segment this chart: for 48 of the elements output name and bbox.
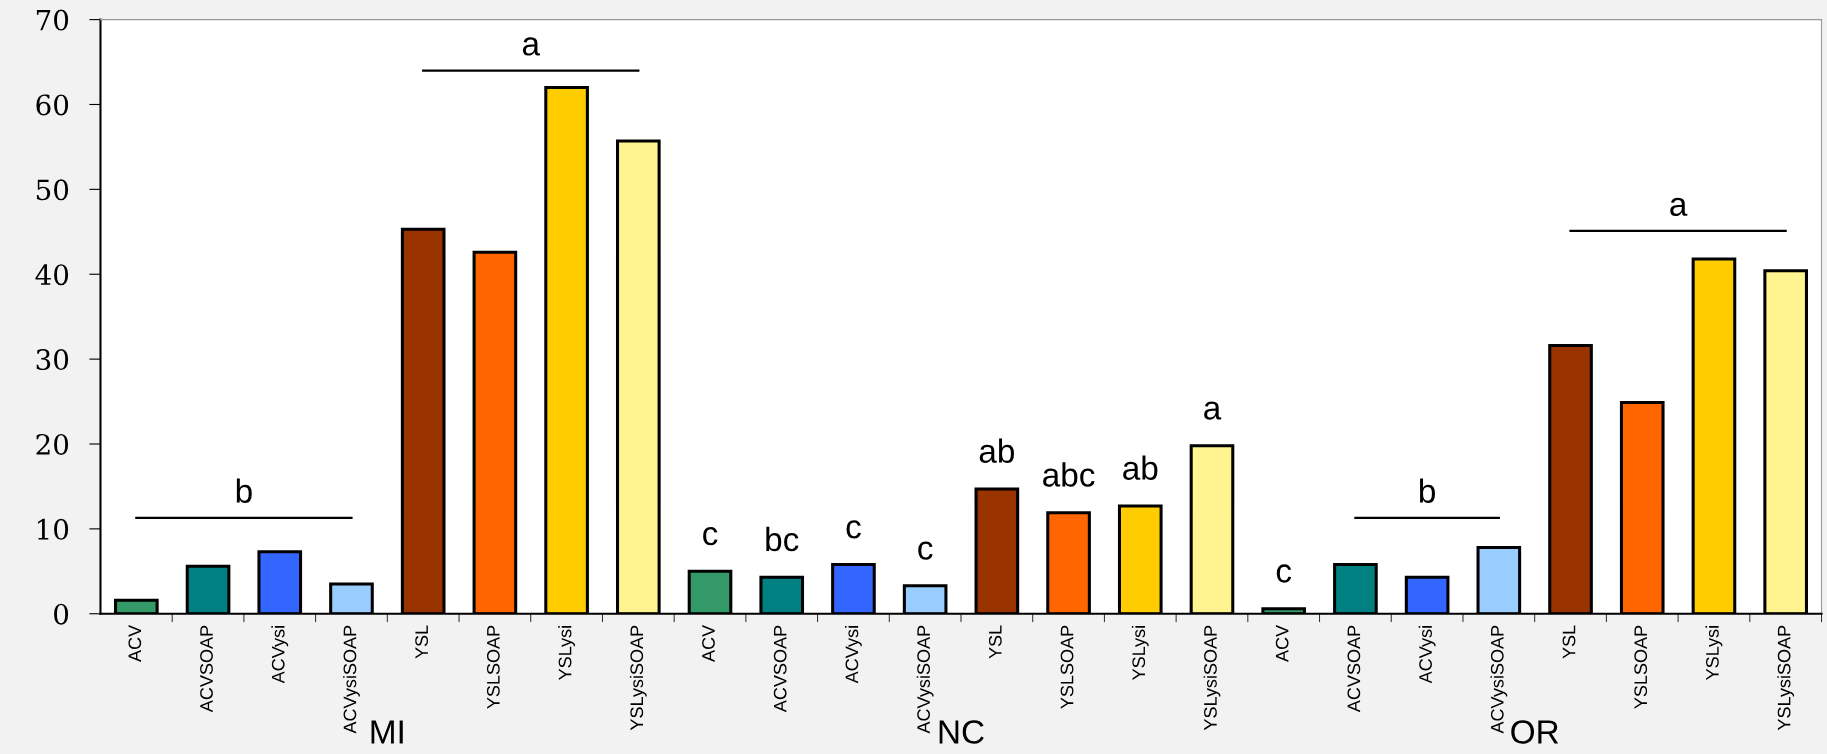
x-tick-label: ACV bbox=[702, 624, 715, 662]
y-tick-label: 30 bbox=[36, 349, 69, 371]
y-tick-label: 50 bbox=[36, 179, 69, 201]
series-label: a bbox=[522, 37, 541, 56]
x-tick-label: ACV bbox=[128, 624, 142, 662]
data-label: c bbox=[1276, 564, 1292, 583]
data-label: c bbox=[703, 527, 718, 546]
y-tick-label: 40 bbox=[35, 264, 69, 286]
x-tick-label: YSL bbox=[1562, 625, 1576, 659]
text: NC bbox=[939, 720, 984, 744]
x-tick-label: ACVysiSOAP bbox=[343, 625, 360, 734]
y-tick-label: 20 bbox=[36, 433, 69, 455]
y-tick-label: 70 bbox=[36, 9, 69, 31]
x-tick-label: YSLysiSOAP bbox=[1777, 625, 1795, 731]
series-label: b bbox=[236, 478, 252, 503]
series-label: a bbox=[1670, 197, 1688, 217]
data-label: bc bbox=[766, 526, 799, 552]
x-tick-label: ACVSOAP bbox=[200, 625, 213, 713]
data-label: ab bbox=[1123, 455, 1158, 480]
x-tick-label: YSLysiSOAP bbox=[1203, 625, 1221, 731]
x-tick-label: ACV bbox=[1275, 624, 1289, 662]
x-tick-label: YSL bbox=[988, 625, 1002, 659]
x-tick-label: ACVSOAP bbox=[1347, 625, 1361, 713]
y-tick-label: 10 bbox=[37, 518, 69, 540]
x-tick-label: ACVysiSOAP bbox=[1490, 625, 1508, 734]
data-label: c bbox=[918, 541, 933, 560]
x-tick-label: YSLSOAP bbox=[486, 625, 500, 709]
data-label: c bbox=[846, 520, 861, 539]
series-label: b bbox=[1420, 478, 1435, 503]
x-tick-label: ACVysiSOAP bbox=[916, 625, 934, 734]
x-tick-label: YSLysi bbox=[1131, 626, 1149, 680]
x-tick-label: YSLysiSOAP bbox=[629, 625, 647, 731]
data-label: abc bbox=[1043, 462, 1095, 487]
y-tick-label: 60 bbox=[36, 94, 69, 116]
x-tick-label: ACVSOAP bbox=[773, 625, 787, 713]
x-tick-label: ACVysi bbox=[845, 626, 862, 684]
x-tick-label: YSLSOAP bbox=[1634, 625, 1648, 709]
data-label: ab bbox=[979, 438, 1014, 463]
x-tick-label: YSLysi bbox=[1705, 626, 1723, 680]
x-tick-label: YSL bbox=[415, 625, 429, 659]
data-label: a bbox=[1204, 401, 1222, 420]
x-tick-label: ACVysi bbox=[1418, 626, 1436, 684]
text: MI bbox=[371, 720, 403, 744]
text: OR bbox=[1511, 720, 1559, 744]
y-tick-label: 0 bbox=[54, 603, 69, 625]
x-tick-label: ACVysi bbox=[271, 626, 289, 684]
x-tick-label: YSLSOAP bbox=[1060, 625, 1074, 709]
x-tick-label: YSLysi bbox=[558, 626, 576, 680]
